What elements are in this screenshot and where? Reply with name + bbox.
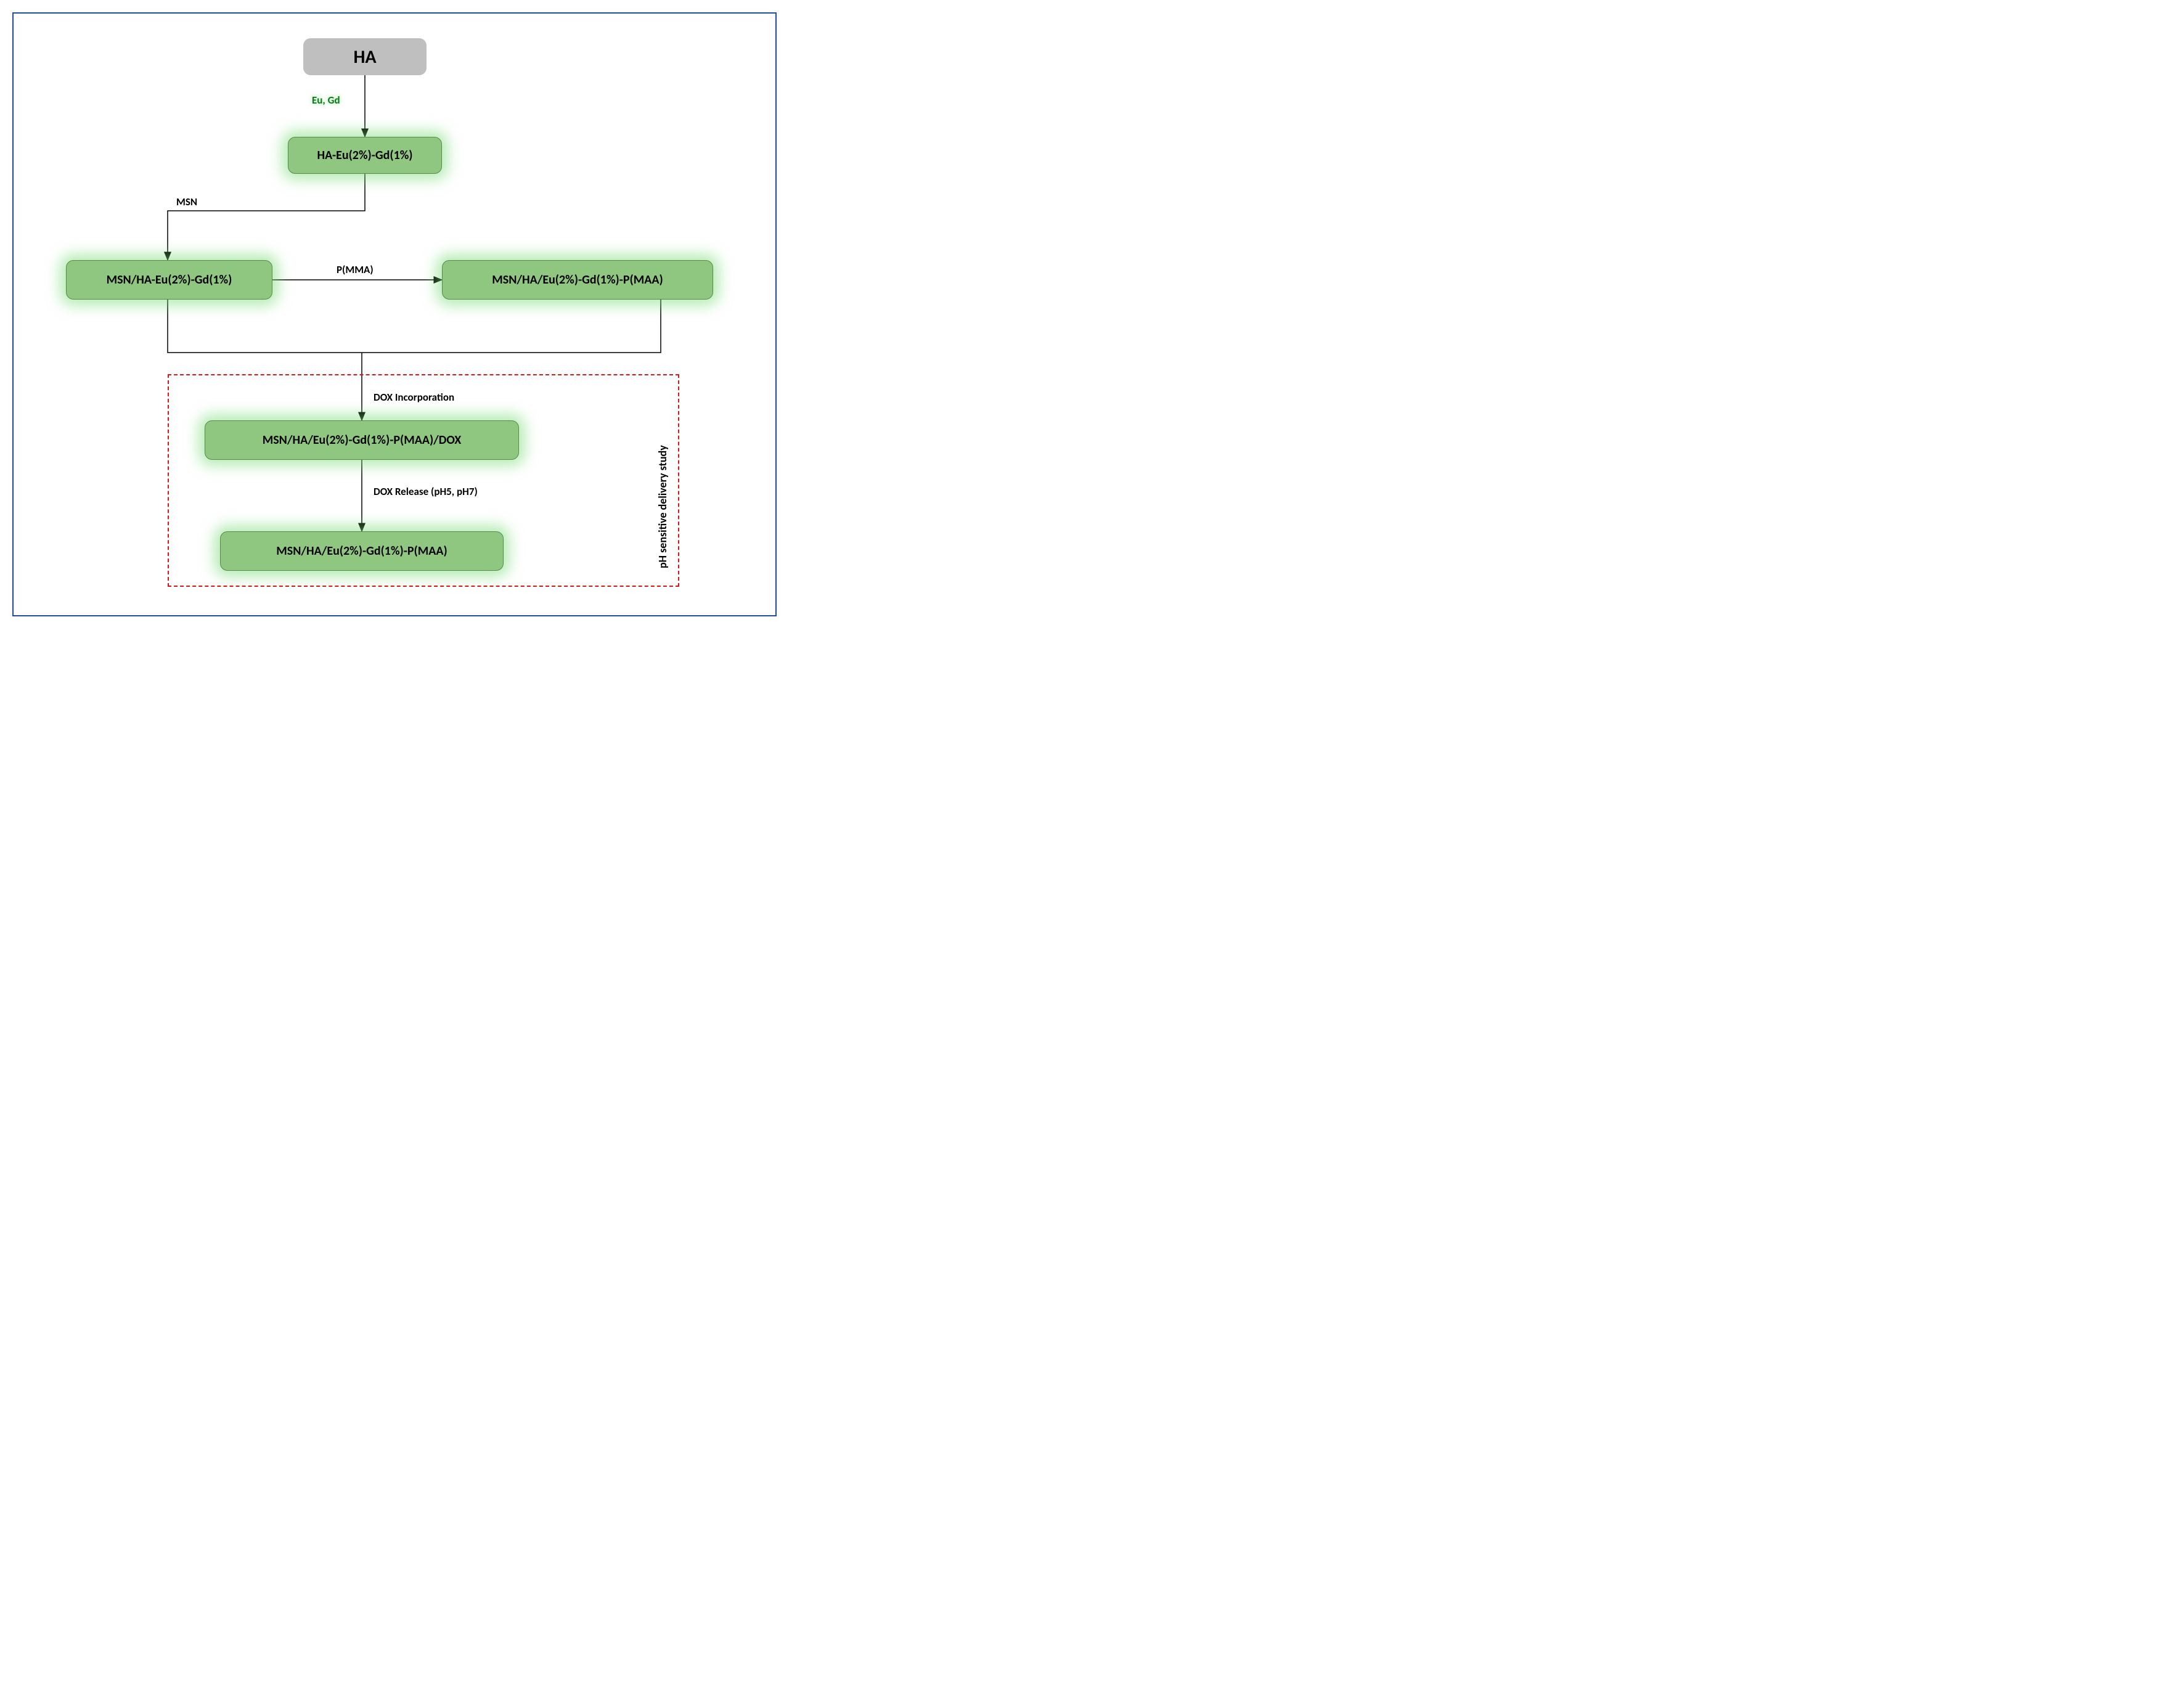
node-ha: HA (303, 38, 427, 75)
text: MSN (176, 195, 197, 208)
node-label: MSN/HA-Eu(2%)-Gd(1%) (107, 272, 232, 287)
text: pH sensitive delivery study (656, 445, 669, 568)
node-pmaa: MSN/HA/Eu(2%)-Gd(1%)-P(MAA) (442, 260, 713, 300)
node-label: HA (353, 46, 376, 68)
node-ha-eugd: HA-Eu(2%)-Gd(1%) (288, 137, 442, 174)
text: P(MMA) (337, 263, 374, 276)
diagram-frame: HA HA-Eu(2%)-Gd(1%) MSN/HA-Eu(2%)-Gd(1%)… (12, 12, 777, 616)
node-label: HA-Eu(2%)-Gd(1%) (317, 148, 412, 163)
edge-label-eu-gd: Eu, Gd (309, 94, 343, 107)
node-msn: MSN/HA-Eu(2%)-Gd(1%) (66, 260, 272, 300)
ph-study-box (168, 374, 679, 587)
edge-label-msn: MSN (174, 195, 200, 208)
node-label: MSN/HA/Eu(2%)-Gd(1%)-P(MAA) (492, 272, 663, 287)
ph-study-label: pH sensitive delivery study (656, 396, 669, 568)
edge-label-pmma: P(MMA) (334, 263, 376, 276)
text: Eu, Gd (312, 94, 340, 107)
